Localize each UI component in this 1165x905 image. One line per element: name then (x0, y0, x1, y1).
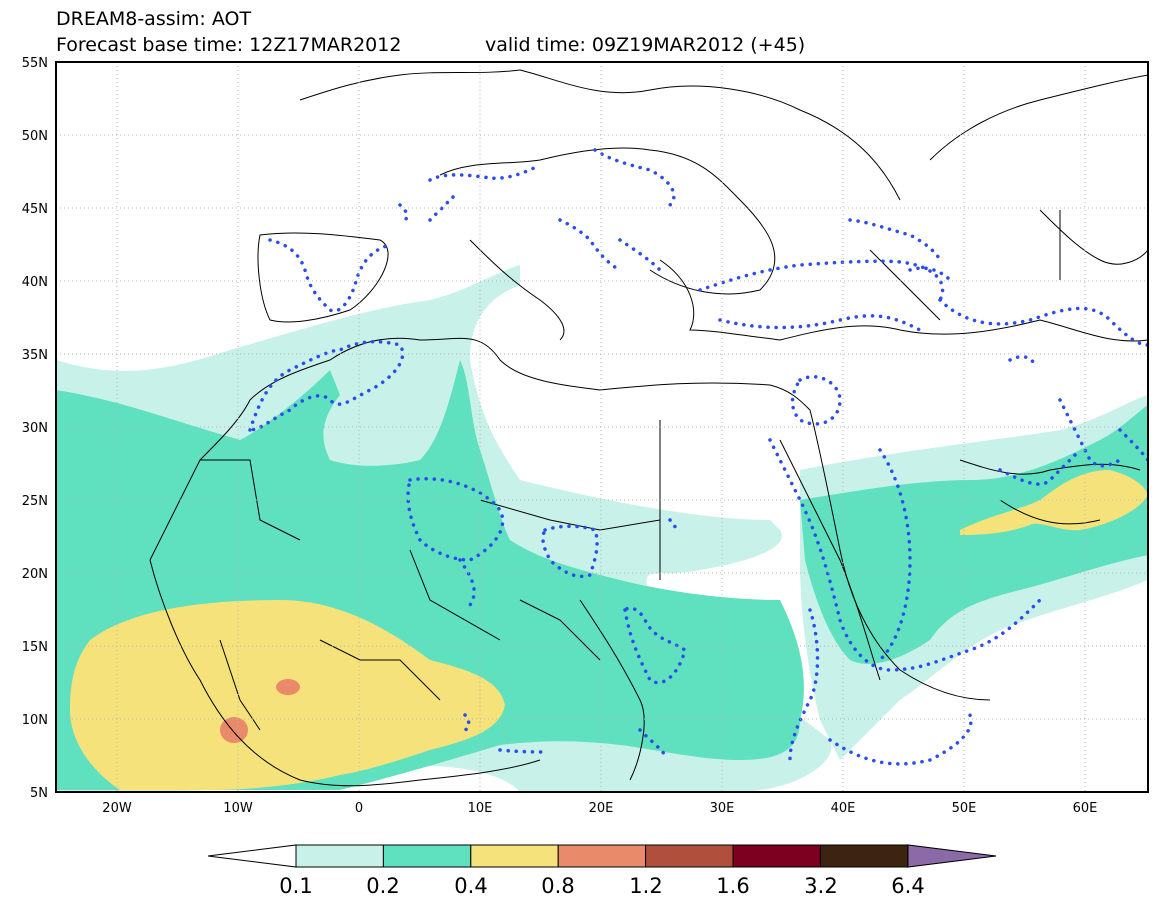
coastlines (149, 69, 1148, 787)
lon-tick-label: 20W (102, 801, 132, 816)
colorbar-label: 0.1 (279, 874, 312, 898)
aot-0-4-region (70, 470, 1148, 790)
lon-tick-label: 50E (952, 801, 977, 816)
lat-tick-label: 30N (22, 421, 48, 436)
lat-tick-label: 40N (22, 275, 48, 290)
colorbar-label: 0.4 (454, 874, 487, 898)
lon-tick-label: 10E (468, 801, 493, 816)
lon-tick-label: 40E (831, 801, 856, 816)
lat-tick-label: 50N (22, 129, 48, 144)
lat-axis: 55N 50N 45N 40N 35N 30N 25N 20N 15N 10N … (22, 56, 48, 801)
colorbar-box (645, 844, 734, 868)
lon-tick-label: 30E (710, 801, 735, 816)
colorbar-box (732, 844, 821, 868)
map-frame (55, 61, 1149, 793)
lat-tick-label: 20N (22, 567, 48, 582)
colorbar: 0.1 0.2 0.4 0.8 1.2 1.6 3.2 6.4 (207, 844, 997, 898)
colorbar-label: 1.2 (629, 874, 662, 898)
colorbar-label: 3.2 (804, 874, 837, 898)
valid-time: valid time: 09Z19MAR2012 (+45) (485, 34, 806, 56)
lat-tick-label: 10N (22, 713, 48, 728)
lat-tick-label: 55N (22, 56, 48, 71)
colorbar-box (382, 844, 472, 868)
lat-tick-label: 15N (22, 640, 48, 655)
colorbar-box (557, 844, 647, 868)
lon-tick-label: 0 (355, 801, 363, 816)
colorbar-label: 6.4 (891, 874, 924, 898)
colorbar-under-arrow (207, 844, 297, 868)
lon-tick-label: 60E (1073, 801, 1098, 816)
map-title: DREAM8-assim: AOT (56, 8, 252, 30)
colorbar-box (819, 844, 909, 868)
lon-axis: 20W 10W 0 10E 20E 30E 40E 50E 60E (102, 801, 1097, 816)
forecast-base-time: Forecast base time: 12Z17MAR2012 (56, 34, 402, 56)
colorbar-label: 0.2 (366, 874, 399, 898)
colorbar-label: 1.6 (716, 874, 749, 898)
lon-tick-label: 20E (589, 801, 614, 816)
lat-tick-label: 25N (22, 494, 48, 509)
gridlines (56, 62, 1148, 792)
colorbar-boxes (295, 844, 909, 868)
map-canvas (56, 62, 1148, 792)
colorbar-over-arrow (907, 844, 997, 868)
lat-tick-label: 35N (22, 348, 48, 363)
colorbar-label: 0.8 (541, 874, 574, 898)
colorbar-box (295, 844, 384, 868)
lat-tick-label: 45N (22, 202, 48, 217)
colorbar-box (470, 844, 559, 868)
dotted-contours (248, 148, 1148, 766)
lat-tick-label: 5N (30, 786, 48, 801)
lon-tick-label: 10W (223, 801, 253, 816)
